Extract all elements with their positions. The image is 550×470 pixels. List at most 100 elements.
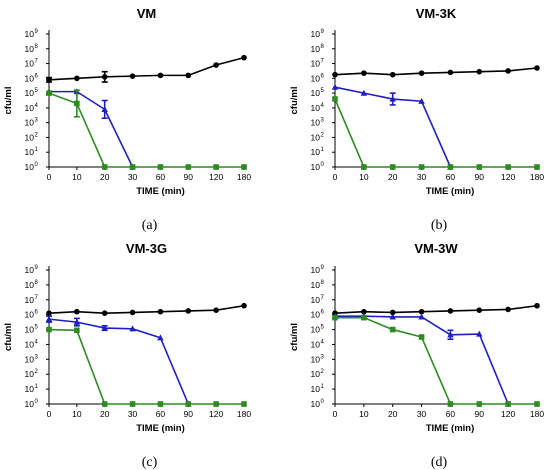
y-tick-label: 10 (311, 59, 321, 69)
data-point (241, 164, 247, 170)
y-tick-exponent: 8 (321, 280, 325, 286)
x-tick-label: 120 (209, 172, 223, 182)
series-line (334, 98, 537, 168)
y-tick-label: 10 (25, 73, 35, 83)
series-line (49, 90, 134, 168)
series-line (48, 318, 190, 405)
data-point (185, 401, 192, 407)
data-point (361, 314, 367, 321)
x-tick-label: 60 (446, 409, 456, 419)
y-tick-label: 10 (311, 88, 321, 98)
y-tick-label: 10 (25, 44, 35, 54)
y-tick-label: 10 (311, 103, 321, 113)
y-tick-label: 10 (311, 369, 321, 379)
panel-caption: (c) (142, 455, 158, 470)
data-point (534, 401, 540, 407)
data-point (129, 325, 136, 332)
data-point (241, 54, 247, 61)
data-point (389, 326, 396, 333)
y-tick-exponent: 5 (321, 88, 325, 94)
y-axis-label: cfu/ml (3, 323, 14, 351)
y-tick-label: 10 (311, 354, 321, 364)
x-tick-label: 0 (47, 409, 52, 419)
y-tick-exponent: 7 (35, 295, 39, 301)
data-point (46, 77, 52, 83)
data-point (101, 324, 108, 331)
chart-title: VM-3W (414, 241, 458, 256)
y-tick-label: 10 (311, 29, 321, 39)
y-tick-label: 10 (311, 399, 321, 409)
series-square (332, 314, 540, 407)
data-point (418, 164, 425, 170)
data-point (74, 308, 80, 315)
data-point (361, 308, 367, 315)
series-line (335, 316, 537, 405)
x-tick-label: 90 (184, 172, 194, 182)
data-point (476, 330, 483, 337)
x-tick-label: 120 (209, 409, 223, 419)
data-point (418, 313, 425, 320)
y-tick-exponent: 9 (321, 29, 325, 35)
y-tick-exponent: 2 (35, 369, 39, 375)
data-point (332, 314, 338, 321)
y-tick-exponent: 0 (321, 162, 325, 168)
x-tick-label: 0 (47, 172, 52, 182)
y-tick-exponent: 8 (321, 44, 325, 50)
y-tick-exponent: 5 (35, 88, 39, 94)
data-point (185, 308, 192, 314)
y-tick-label: 10 (25, 103, 35, 113)
y-tick-exponent: 5 (35, 325, 39, 331)
data-point (331, 83, 339, 90)
x-tick-label: 20 (388, 409, 398, 419)
y-tick-label: 10 (25, 59, 35, 69)
y-tick-exponent: 0 (35, 399, 39, 405)
data-point (101, 401, 108, 407)
y-tick-exponent: 7 (321, 295, 325, 301)
data-point (534, 302, 540, 309)
x-axis-label: TIME (min) (426, 186, 475, 197)
data-point (101, 105, 108, 112)
data-point (45, 315, 53, 322)
x-tick-label: 60 (156, 409, 166, 419)
data-point (157, 334, 164, 341)
data-point (213, 62, 219, 68)
series-circle (332, 302, 540, 316)
y-tick-label: 10 (25, 88, 35, 98)
y-tick-exponent: 3 (321, 118, 325, 124)
y-tick-exponent: 7 (321, 59, 325, 65)
y-tick-label: 10 (25, 325, 35, 335)
y-tick-exponent: 3 (35, 118, 39, 124)
data-point (418, 70, 425, 76)
data-point (332, 71, 338, 78)
series-line (48, 56, 245, 81)
y-tick-label: 10 (25, 339, 35, 349)
x-tick-label: 20 (100, 409, 110, 419)
y-axis-label: cfu/ml (289, 323, 300, 351)
x-tick-label: 180 (237, 409, 251, 419)
data-point (157, 308, 164, 315)
data-point (476, 68, 483, 75)
x-tick-label: 60 (156, 172, 166, 182)
data-point (101, 310, 108, 316)
data-point (476, 164, 483, 170)
x-tick-label: 0 (333, 409, 338, 419)
x-tick-label: 180 (237, 172, 251, 182)
series-square (332, 96, 540, 170)
y-tick-label: 10 (311, 265, 321, 275)
y-tick-label: 10 (311, 295, 321, 305)
series-square (46, 326, 247, 407)
data-point (418, 334, 425, 340)
data-point (505, 68, 511, 74)
x-axis-label: TIME (min) (136, 423, 185, 434)
x-tick-label: 120 (501, 172, 515, 182)
data-point (360, 89, 368, 96)
data-point (157, 72, 164, 79)
data-point (213, 401, 219, 407)
series-circle (46, 54, 247, 83)
y-tick-label: 10 (311, 132, 321, 142)
data-point (101, 164, 108, 170)
data-point (241, 302, 247, 309)
y-tick-label: 10 (25, 132, 35, 142)
